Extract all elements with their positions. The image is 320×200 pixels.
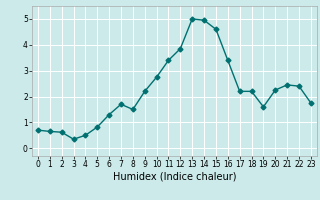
X-axis label: Humidex (Indice chaleur): Humidex (Indice chaleur) xyxy=(113,172,236,182)
